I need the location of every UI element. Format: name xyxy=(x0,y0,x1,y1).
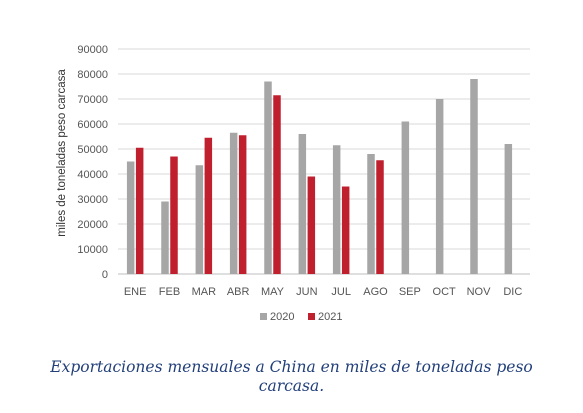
bar-2021-ene xyxy=(135,147,144,274)
bar-2020-ago xyxy=(367,154,375,274)
bar-2020-oct xyxy=(435,99,444,274)
bar-2020-jun xyxy=(298,134,307,274)
bar-2020-abr xyxy=(229,132,238,274)
y-tick-label: 30000 xyxy=(77,194,108,206)
bar-2020-ene xyxy=(126,161,135,274)
x-tick-label: OCT xyxy=(433,286,457,298)
bar-2021-abr xyxy=(238,135,247,274)
bar-2020-jul xyxy=(332,145,341,274)
x-tick-label: ABR xyxy=(227,286,250,298)
y-tick-label: 0 xyxy=(102,269,108,281)
legend-entry: 2021 xyxy=(318,311,342,323)
x-tick-label: JUN xyxy=(296,286,317,298)
bar-chart-svg: 0 10000 20000 30000 40000 50000 60000 70000 8000… xyxy=(56,44,530,323)
legend-swatch xyxy=(308,313,315,320)
y-tick-label: 60000 xyxy=(77,119,108,131)
bar-2021-jun xyxy=(307,176,316,274)
y-tick-label: 50000 xyxy=(77,144,108,156)
bar-2021-feb xyxy=(170,156,178,274)
x-tick-label: DIC xyxy=(503,286,522,298)
x-tick-label: SEP xyxy=(399,286,421,298)
bar-2021-ago xyxy=(376,160,384,274)
x-tick-label: FEB xyxy=(159,286,180,298)
x-tick-label: ENE xyxy=(124,286,147,298)
axes: 0 10000 20000 30000 40000 50000 60000 70000 8000… xyxy=(77,44,522,298)
legend: 2020 2021 xyxy=(260,311,342,323)
y-axis-label: miles de toneladas peso carcasa xyxy=(56,69,68,237)
y-tick-label: 90000 xyxy=(77,44,108,56)
y-tick-label: 80000 xyxy=(77,69,108,81)
x-tick-label: MAY xyxy=(261,286,285,298)
y-tick-label: 20000 xyxy=(77,219,108,231)
x-tick-label: AGO xyxy=(363,286,388,298)
x-tick-label: MAR xyxy=(192,286,217,298)
x-tick-label: NOV xyxy=(467,286,492,298)
y-tick-label: 10000 xyxy=(77,244,108,256)
y-tick-label: 40000 xyxy=(77,169,108,181)
bar-2020-feb xyxy=(161,201,169,274)
bars xyxy=(126,79,513,274)
bar-2020-mar xyxy=(195,165,204,274)
bar-2021-mar xyxy=(204,137,213,274)
bar-2020-nov xyxy=(470,79,478,274)
x-tick-label: JUL xyxy=(331,286,351,298)
bar-2020-dic xyxy=(504,144,513,274)
bar-2020-may xyxy=(264,81,272,274)
bar-2021-may xyxy=(273,95,281,274)
bar-2021-jul xyxy=(341,186,350,274)
legend-swatch xyxy=(260,313,267,320)
bar-2020-sep xyxy=(401,121,410,274)
gridlines xyxy=(118,48,530,275)
y-tick-label: 70000 xyxy=(77,94,108,106)
chart: 0 10000 20000 30000 40000 50000 60000 70000 8000… xyxy=(38,18,548,340)
figure-caption: Exportaciones mensuales a China en miles… xyxy=(50,358,533,395)
legend-entry: 2020 xyxy=(270,311,294,323)
